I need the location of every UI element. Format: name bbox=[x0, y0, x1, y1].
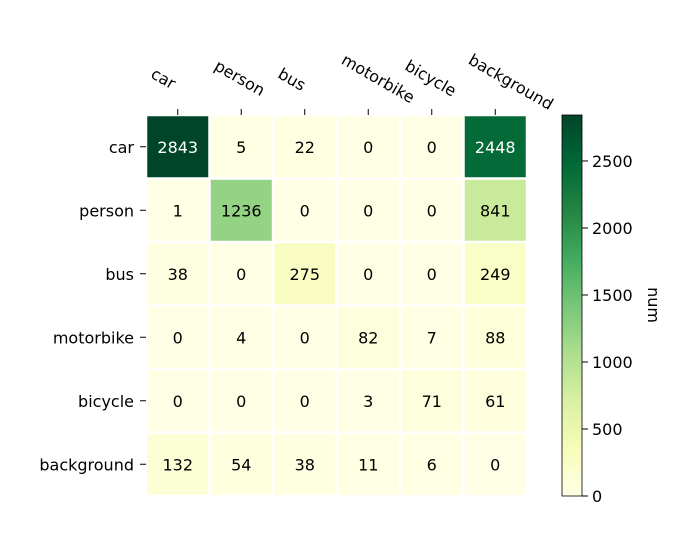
heatmap-cell bbox=[464, 243, 526, 305]
heatmap-cell-labels: 2843 5 22 0 0 2448 1 1236 0 0 0 841 38 0 275 0 0 249 0 4 0 82… bbox=[157, 138, 515, 475]
heatmap-cell bbox=[210, 306, 272, 368]
cell-value-label: 4 bbox=[236, 328, 246, 347]
heatmap-cell bbox=[274, 243, 336, 305]
heatmap-cell bbox=[337, 370, 399, 432]
heatmap-cell bbox=[210, 243, 272, 305]
y-tick-label: bicycle bbox=[78, 392, 134, 411]
cell-value-label: 0 bbox=[363, 265, 373, 284]
cell-value-label: 2843 bbox=[157, 138, 198, 157]
cell-value-label: 22 bbox=[295, 138, 315, 157]
heatmap-cell bbox=[147, 116, 209, 178]
cell-value-label: 1236 bbox=[221, 201, 262, 220]
x-tick-label: person bbox=[211, 56, 268, 100]
cell-value-label: 54 bbox=[231, 455, 251, 474]
heatmap-cell bbox=[210, 179, 272, 241]
cell-value-label: 249 bbox=[480, 265, 511, 284]
colorbar-label: num bbox=[644, 287, 663, 323]
heatmap-cell bbox=[464, 179, 526, 241]
cell-value-label: 0 bbox=[427, 138, 437, 157]
heatmap-cell bbox=[401, 370, 463, 432]
heatmap-cell bbox=[401, 116, 463, 178]
colorbar-ticks: 0 500 1000 1500 2000 2500 bbox=[582, 152, 633, 506]
cell-value-label: 71 bbox=[422, 392, 442, 411]
cell-value-label: 0 bbox=[363, 201, 373, 220]
cell-value-label: 3 bbox=[363, 392, 373, 411]
y-tick-label: motorbike bbox=[53, 328, 134, 347]
colorbar-tick-label: 500 bbox=[592, 420, 623, 439]
heatmap-cell bbox=[401, 243, 463, 305]
colorbar-tick-label: 1000 bbox=[592, 353, 633, 372]
cell-value-label: 275 bbox=[289, 265, 320, 284]
heatmap-cells bbox=[147, 116, 526, 495]
cell-value-label: 5 bbox=[236, 138, 246, 157]
cell-value-label: 61 bbox=[485, 392, 505, 411]
y-tick-label: person bbox=[79, 201, 134, 220]
heatmap-cell bbox=[337, 116, 399, 178]
cell-value-label: 82 bbox=[358, 328, 378, 347]
heatmap-cell bbox=[147, 370, 209, 432]
cell-value-label: 841 bbox=[480, 201, 511, 220]
heatmap-cell bbox=[274, 370, 336, 432]
colorbar-tick-label: 2000 bbox=[592, 219, 633, 238]
cell-value-label: 2448 bbox=[475, 138, 516, 157]
heatmap-cell bbox=[147, 179, 209, 241]
cell-value-label: 1 bbox=[173, 201, 183, 220]
x-tick-label: background bbox=[465, 50, 556, 114]
cell-value-label: 0 bbox=[236, 265, 246, 284]
heatmap-cell bbox=[464, 370, 526, 432]
cell-value-label: 38 bbox=[295, 455, 315, 474]
cell-value-label: 7 bbox=[427, 328, 437, 347]
cell-value-label: 0 bbox=[490, 455, 500, 474]
cell-value-label: 0 bbox=[300, 201, 310, 220]
heatmap-cell bbox=[401, 179, 463, 241]
heatmap-cell bbox=[147, 243, 209, 305]
heatmap-cell bbox=[274, 306, 336, 368]
y-tick-label: bus bbox=[105, 265, 134, 284]
heatmap-cell bbox=[274, 179, 336, 241]
heatmap-cell bbox=[464, 433, 526, 495]
cell-value-label: 38 bbox=[168, 265, 188, 284]
y-tick-label: car bbox=[109, 138, 135, 157]
colorbar-gradient bbox=[561, 114, 583, 497]
x-tick-label: motorbike bbox=[338, 50, 418, 107]
heatmap-cell bbox=[274, 116, 336, 178]
cell-value-label: 0 bbox=[236, 392, 246, 411]
cell-value-label: 88 bbox=[485, 328, 505, 347]
heatmap-cell bbox=[337, 433, 399, 495]
heatmap-cell bbox=[464, 116, 526, 178]
heatmap-cell bbox=[210, 116, 272, 178]
heatmap-cell bbox=[401, 306, 463, 368]
heatmap-cell bbox=[147, 433, 209, 495]
cell-value-label: 0 bbox=[173, 328, 183, 347]
cell-value-label: 0 bbox=[300, 392, 310, 411]
y-axis: car person bus motorbike bicycle background bbox=[39, 138, 146, 474]
y-tick-label: background bbox=[39, 455, 134, 474]
colorbar-tick-label: 2500 bbox=[592, 152, 633, 171]
cell-value-label: 0 bbox=[173, 392, 183, 411]
heatmap-cell bbox=[337, 306, 399, 368]
heatmap-cell bbox=[210, 433, 272, 495]
x-tick-label: bus bbox=[275, 64, 309, 95]
cell-value-label: 0 bbox=[427, 201, 437, 220]
heatmap-cell bbox=[147, 306, 209, 368]
heatmap-cell bbox=[210, 370, 272, 432]
cell-value-label: 11 bbox=[358, 455, 378, 474]
cell-value-label: 132 bbox=[162, 455, 193, 474]
cell-value-label: 0 bbox=[363, 138, 373, 157]
colorbar-tick-label: 1500 bbox=[592, 286, 633, 305]
heatmap-cell bbox=[337, 243, 399, 305]
colorbar: 0 500 1000 1500 2000 2500 num bbox=[561, 114, 663, 506]
heatmap-cell bbox=[337, 179, 399, 241]
colorbar-tick-label: 0 bbox=[592, 487, 602, 506]
x-tick-label: car bbox=[148, 64, 180, 93]
cell-value-label: 6 bbox=[427, 455, 437, 474]
cell-value-label: 0 bbox=[427, 265, 437, 284]
heatmap-cell bbox=[401, 433, 463, 495]
heatmap-cell bbox=[274, 433, 336, 495]
heatmap-cell bbox=[464, 306, 526, 368]
cell-value-label: 0 bbox=[300, 328, 310, 347]
